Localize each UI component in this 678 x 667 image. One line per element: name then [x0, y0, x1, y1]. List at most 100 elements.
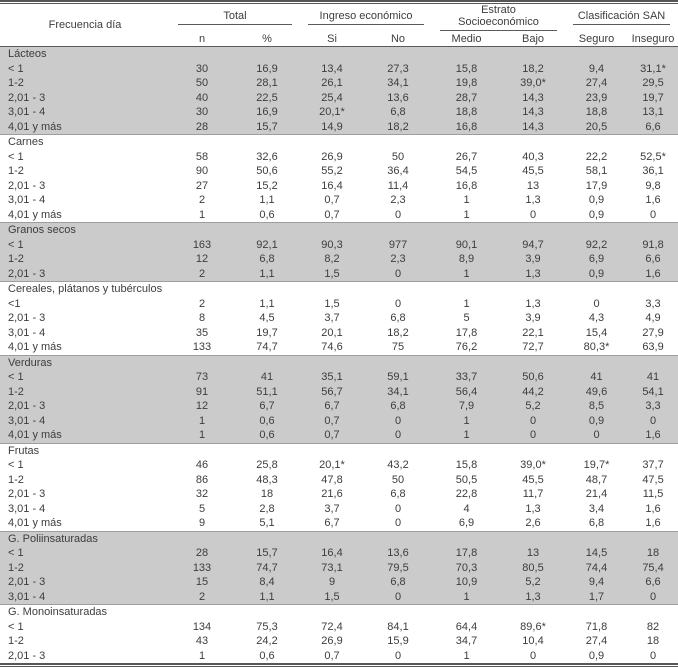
section-label: Cereales, plátanos y tubérculos	[0, 281, 678, 297]
col-header-seguro: Seguro	[565, 31, 629, 47]
group-header-clasificacion-san: Clasificación SAN	[565, 4, 678, 31]
data-cell: 9	[198, 517, 206, 529]
data-cell: 1,6	[645, 517, 661, 529]
data-cell: 29,5	[628, 76, 678, 91]
data-cell: 1,6	[645, 194, 661, 206]
data-cell: 3,9	[525, 312, 541, 324]
data-cell: 79,5	[364, 560, 433, 575]
row-label: 1-2	[0, 560, 170, 575]
col-header-bajo: Bajo	[501, 31, 566, 47]
data-cell: 13,6	[364, 90, 433, 105]
data-cell: 91	[170, 384, 234, 399]
data-cell: 75	[391, 341, 405, 353]
data-cell: 90	[195, 165, 209, 177]
data-cell: 89,6*	[520, 620, 546, 633]
data-cell: 1	[432, 589, 502, 605]
data-cell: 6,8	[234, 252, 300, 267]
data-cell: 9,8	[645, 179, 661, 192]
data-cell: 45,5	[522, 165, 544, 177]
row-label: < 1	[8, 620, 24, 633]
data-cell: 35	[195, 326, 209, 339]
data-cell: 0,9	[588, 649, 605, 662]
data-cell: 0,9	[588, 208, 605, 221]
data-row: 2,01 - 3 40 22,5 25,4 13,6 28,7 14,3 23,9 19,7	[0, 90, 678, 105]
data-row: 2,01 - 3 1 0,6 0,7 0 1 0 0,9 0	[0, 649, 678, 664]
data-cell: 0	[628, 413, 678, 428]
section-label: Verduras	[0, 354, 678, 370]
data-cell: 54,5	[455, 165, 478, 177]
data-row: 2,01 - 3 27 15,2 16,4 11,4 16,8 13 17,9 9,8	[0, 179, 678, 194]
data-cell: 91,8	[628, 237, 678, 252]
data-row: 4,01 y más 9 5,1 6,7 0 6,9 2,6 6,8 1,6	[0, 516, 678, 531]
data-cell: 6,6	[628, 252, 678, 267]
data-row: 2,01 - 3 32 18 21,6 6,8 22,8 11,7 21,4 11,5	[0, 487, 678, 502]
data-cell: 74,7	[256, 341, 278, 353]
data-row: 4,01 y más 28 15,7 14,9 18,2 16,8 14,3 20,5 6,6	[0, 119, 678, 135]
data-row: 3,01 - 4 2 1,1 0,7 2,3 1 1,3 0,9 1,6	[0, 193, 678, 208]
data-cell: 9,4	[565, 61, 629, 76]
data-cell: 63,9	[642, 341, 664, 353]
data-cell: 86	[195, 473, 209, 486]
data-cell: 1	[198, 208, 206, 221]
data-cell: 0,6	[259, 649, 275, 662]
data-cell: 2,8	[259, 502, 275, 515]
data-cell: 6,8	[588, 517, 605, 529]
data-cell: 22,2	[585, 150, 608, 163]
section-row: Verduras	[0, 354, 678, 370]
data-cell: 6,6	[628, 119, 678, 135]
data-cell: 2,6	[525, 517, 541, 529]
data-cell: 8,5	[565, 399, 629, 414]
data-row: <1 2 1,1 1,5 0 1 1,3 0 3,3	[0, 297, 678, 312]
col-header-inseguro: Inseguro	[628, 31, 678, 47]
data-cell: 0,7	[300, 428, 364, 443]
data-cell: 40,3	[522, 150, 544, 163]
data-cell: 16,8	[432, 119, 502, 135]
row-label: < 1	[0, 546, 170, 561]
row-label: 2,01 - 3	[0, 266, 170, 282]
data-cell: 1,5	[300, 589, 364, 605]
data-cell: 5	[198, 502, 206, 515]
data-cell: 6,8	[364, 105, 433, 120]
data-cell: 0,6	[259, 208, 275, 221]
section-label: Granos secos	[0, 222, 678, 238]
data-cell: 23,9	[565, 90, 629, 105]
data-cell: 15,8	[455, 459, 478, 471]
data-cell: 1	[170, 428, 234, 443]
col-header-medio: Medio	[432, 31, 502, 47]
data-cell: 4	[463, 502, 470, 515]
data-cell: 43,2	[387, 459, 409, 471]
data-cell: 2	[198, 194, 206, 206]
data-cell: 82	[646, 620, 660, 633]
data-cell: 41	[628, 370, 678, 385]
data-cell: 15,7	[234, 546, 300, 561]
data-cell: 50	[391, 150, 405, 163]
section-row: Carnes	[0, 134, 678, 150]
data-cell: 31,1*	[628, 61, 678, 76]
data-cell: 1	[432, 266, 502, 282]
row-label: 3,01 - 4	[0, 413, 170, 428]
data-cell: 1	[463, 649, 470, 662]
data-cell: 18,2	[501, 61, 566, 76]
data-row: 4,01 y más 133 74,7 74,6 75 76,2 72,7 80,3* 63,9	[0, 340, 678, 355]
data-cell: 11,5	[642, 488, 664, 500]
data-cell: 18,8	[432, 105, 502, 120]
data-cell: 32,6	[256, 150, 278, 163]
data-cell: 18,2	[364, 119, 433, 135]
data-cell: 1,3	[501, 266, 566, 282]
data-cell: 71,8	[585, 620, 608, 633]
data-row: 2,01 - 3 8 4,5 3,7 6,8 5 3,9 4,3 4,9	[0, 311, 678, 326]
data-cell: 27,4	[585, 635, 608, 647]
data-row: 3,01 - 4 35 19,7 20,1 18,2 17,8 22,1 15,4 27,9	[0, 326, 678, 341]
data-cell: 50,6	[256, 165, 278, 177]
data-cell: 14,5	[565, 546, 629, 561]
data-cell: 6,9	[458, 517, 475, 529]
data-cell: 13,6	[364, 546, 433, 561]
data-cell: 1	[432, 428, 502, 443]
data-cell: 50,6	[501, 370, 566, 385]
data-cell: 50	[170, 76, 234, 91]
data-cell: 74,7	[234, 560, 300, 575]
data-cell: 9,4	[565, 575, 629, 590]
row-label: 3,01 - 4	[8, 502, 46, 515]
data-cell: 74,4	[565, 560, 629, 575]
data-cell: 16,9	[234, 105, 300, 120]
